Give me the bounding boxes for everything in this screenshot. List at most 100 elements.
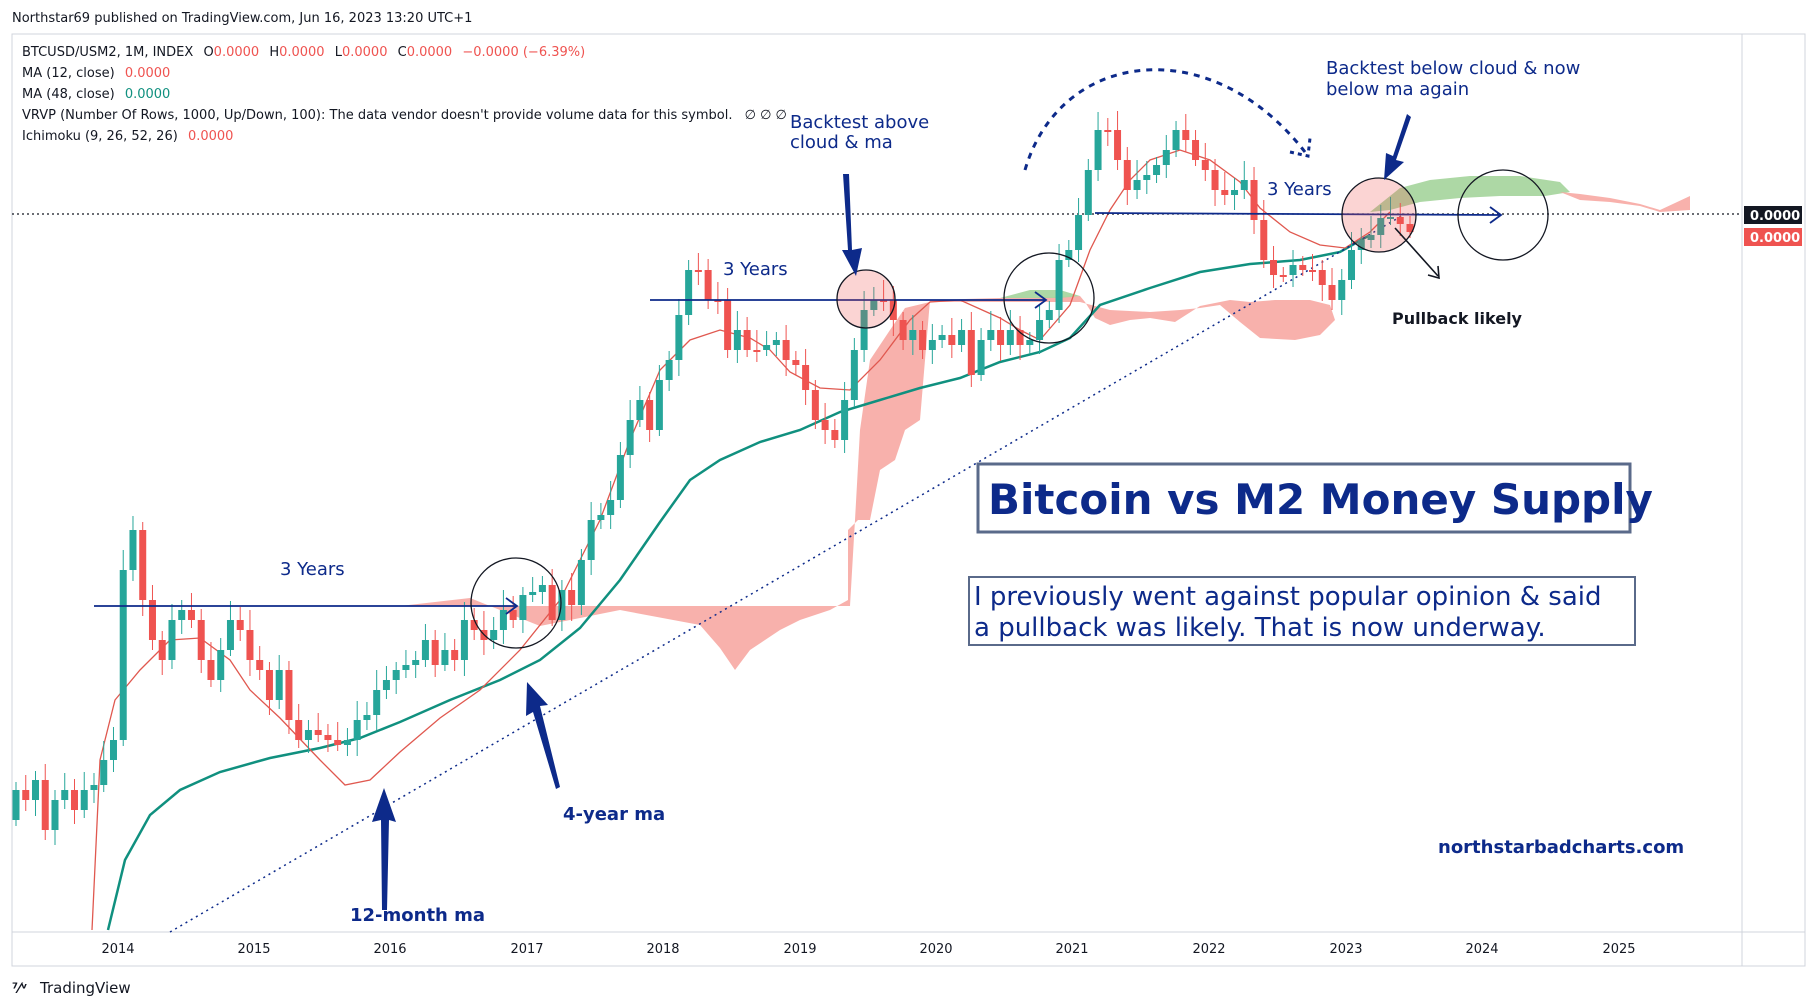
title-box [976, 462, 1632, 534]
candle-body [499, 610, 507, 630]
publisher-line: Northstar69 published on TradingView.com… [12, 11, 472, 26]
candle-body [870, 300, 878, 310]
legend-o-value: 0.0000 [214, 45, 260, 60]
pullback-arrowhead [1427, 265, 1440, 280]
legend-l-value: 0.0000 [342, 45, 388, 60]
legend-symbol-line[interactable]: BTCUSD/USM2, 1M, INDEX O0.0000 H0.0000 L… [22, 45, 585, 60]
x-tick-label: 2016 [373, 942, 406, 957]
note-box [968, 576, 1636, 646]
four-year-ma-arrow [526, 682, 560, 789]
candle-body [1192, 140, 1200, 160]
candle-body [538, 585, 546, 592]
candle-body [441, 650, 449, 665]
legend-c-value: 0.0000 [407, 45, 453, 60]
candle-body [597, 515, 605, 520]
candle-body [1114, 130, 1122, 160]
candle-body [1075, 215, 1083, 250]
legend-ma12[interactable]: MA (12, close) 0.0000 [22, 66, 170, 81]
candle-body [1036, 320, 1044, 340]
candle-body [70, 790, 78, 810]
candle-body [31, 780, 39, 800]
annotation-backtest-above-line2: cloud & ma [790, 132, 893, 153]
candle-body [1162, 150, 1170, 165]
candle-body [1338, 280, 1346, 300]
candle-body [246, 630, 254, 660]
legend-ichimoku-value: 0.0000 [188, 129, 234, 144]
legend-l-label: L [335, 45, 343, 60]
candle-body [792, 360, 800, 365]
dashed-curve-arrowhead [1289, 137, 1312, 158]
candle-body [1211, 170, 1219, 190]
candle-body [304, 730, 312, 740]
legend-o-label: O [203, 45, 213, 60]
candle-body [938, 335, 946, 340]
annotation-website: northstarbadcharts.com [1438, 837, 1684, 858]
candle-body [1260, 220, 1268, 260]
price-tag-current [1744, 228, 1802, 246]
candle-body [1328, 285, 1336, 300]
three-years-arrowhead-2 [1034, 291, 1048, 309]
candle-body [392, 670, 400, 680]
note-line-2: a pullback was likely. That is now under… [974, 613, 1546, 643]
candle-body [519, 595, 527, 620]
annotation-four-year-ma: 4-year ma [563, 804, 665, 825]
legend-ma48[interactable]: MA (48, close) 0.0000 [22, 87, 170, 102]
candle-body [977, 340, 985, 375]
x-tick-label: 2022 [1192, 942, 1225, 957]
candle-body [529, 592, 537, 595]
candle-body [314, 730, 322, 735]
candle-body [626, 420, 634, 455]
x-tick-label: 2025 [1602, 942, 1635, 957]
candle-body [1172, 130, 1180, 150]
candle-body [1240, 180, 1248, 190]
candle-body [109, 740, 117, 760]
candle-body [256, 660, 264, 670]
candle-body [1289, 265, 1297, 275]
legend-ma48-label: MA (48, close) [22, 87, 115, 102]
x-tick-label: 2014 [101, 942, 134, 957]
x-tick-label: 2017 [510, 942, 543, 957]
candle-body [675, 315, 683, 360]
tradingview-logo[interactable]: ⁷⁄ᵛ TradingView [12, 979, 131, 997]
legend-c-label: C [398, 45, 407, 60]
tradingview-logo-icon: ⁷⁄ᵛ [12, 981, 27, 997]
candle-body [1318, 270, 1326, 285]
candle-body [724, 300, 732, 350]
candle-body [1143, 175, 1151, 180]
x-tick-label: 2015 [237, 942, 270, 957]
candle-body [1309, 270, 1317, 272]
backtest-above-arrow [842, 174, 862, 276]
candle-body [324, 735, 332, 740]
legend-vrvp-values: ∅ ∅ ∅ [745, 108, 787, 123]
candle-body [353, 720, 361, 740]
candle-body [1396, 217, 1404, 224]
legend-ichimoku[interactable]: Ichimoku (9, 26, 52, 26) 0.0000 [22, 129, 233, 144]
candle-body [899, 320, 907, 340]
three-years-arrow-3 [1094, 212, 1501, 216]
legend-vrvp[interactable]: VRVP (Number Of Rows, 1000, Up/Down, 100… [22, 108, 787, 123]
candle-body [743, 330, 751, 350]
annotation-three-years-1: 3 Years [280, 559, 345, 580]
annotation-backtest-above-line1: Backtest above [790, 112, 929, 133]
candle-body [782, 340, 790, 360]
candle-body [343, 740, 351, 745]
candle-body [295, 720, 303, 740]
candle-body [158, 640, 166, 660]
candle-body [928, 340, 936, 350]
dotted-trendline [169, 213, 1406, 933]
backtest-circle-2016 [470, 557, 562, 649]
candle-body [119, 570, 127, 740]
candle-body [802, 365, 810, 390]
annotation-three-years-2: 3 Years [723, 259, 788, 280]
candle-body [460, 620, 468, 660]
candle-body [1387, 217, 1395, 219]
candle-body [1055, 260, 1063, 310]
candle-body [665, 360, 673, 380]
x-axis-ticks: 2014 2015 2016 2017 2018 2019 2020 2021 2022 2023… [101, 942, 1635, 957]
backtest-circle-2019 [836, 269, 896, 329]
annotation-twelve-month-ma: 12-month ma [350, 905, 485, 926]
x-tick-label: 2020 [919, 942, 952, 957]
ichimoku-cloud-bear-3 [1560, 192, 1690, 212]
candle-body [1348, 250, 1356, 280]
